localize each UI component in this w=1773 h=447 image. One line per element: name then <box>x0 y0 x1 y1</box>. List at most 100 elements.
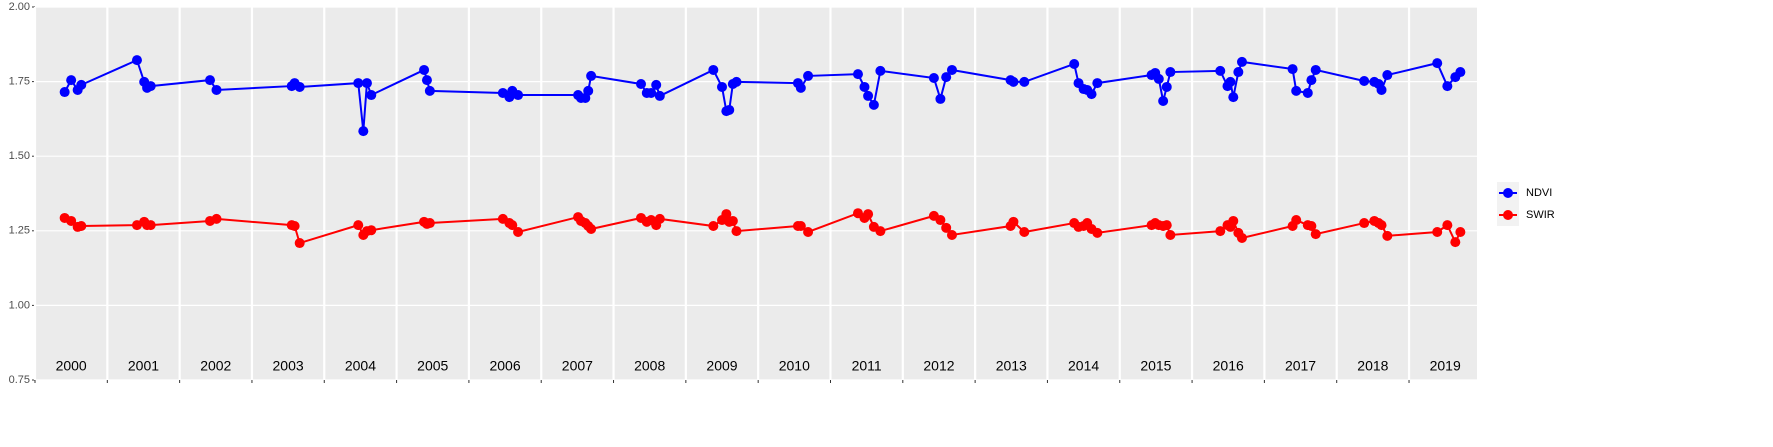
year-label: 2012 <box>923 358 954 374</box>
point <box>1306 221 1317 232</box>
point <box>1165 229 1176 240</box>
point <box>803 226 814 237</box>
point <box>1442 220 1453 231</box>
point <box>421 75 432 86</box>
point <box>586 224 597 235</box>
point <box>1306 75 1317 86</box>
point <box>654 90 665 101</box>
legend-label: NDVI <box>1526 187 1552 199</box>
year-label: 2011 <box>852 358 882 374</box>
point <box>636 78 647 89</box>
point <box>1310 229 1321 240</box>
point <box>875 65 886 76</box>
year-label: 2000 <box>56 358 87 374</box>
year-label: 2015 <box>1140 358 1171 374</box>
point <box>513 226 524 237</box>
y-tick-label: 1.00 <box>9 299 30 311</box>
point <box>353 78 364 89</box>
point <box>507 220 518 231</box>
year-label: 2014 <box>1068 358 1099 374</box>
point <box>1086 89 1097 100</box>
point <box>941 222 952 233</box>
point <box>76 79 87 90</box>
point <box>1233 67 1244 78</box>
legend-key-point <box>1503 188 1513 198</box>
point <box>1092 78 1103 89</box>
point <box>1228 92 1239 103</box>
point <box>1287 64 1298 75</box>
point <box>935 215 946 226</box>
y-tick-label: 2.00 <box>9 1 30 13</box>
y-tick-label: 1.25 <box>9 225 30 237</box>
point <box>353 220 364 231</box>
point <box>1158 95 1169 106</box>
year-label: 2009 <box>706 358 737 374</box>
point <box>646 87 657 98</box>
point <box>928 73 939 84</box>
point <box>935 93 946 104</box>
point <box>868 99 879 110</box>
point <box>795 221 806 232</box>
point <box>1019 76 1030 87</box>
point <box>1069 58 1080 69</box>
point <box>1376 220 1387 231</box>
point <box>863 209 874 220</box>
point <box>419 64 430 75</box>
y-tick-label: 0.75 <box>9 374 30 386</box>
point <box>946 229 957 240</box>
point <box>66 215 77 226</box>
point <box>366 225 377 236</box>
year-label: 2007 <box>562 358 593 374</box>
year-label: 2016 <box>1213 358 1244 374</box>
point <box>1019 226 1030 237</box>
point <box>145 220 156 231</box>
legend-key-point <box>1503 210 1513 220</box>
point <box>717 81 728 92</box>
year-label: 2018 <box>1357 358 1388 374</box>
point <box>1008 216 1019 227</box>
point <box>1291 215 1302 226</box>
point <box>1161 220 1172 231</box>
point <box>1432 58 1443 69</box>
point <box>1382 230 1393 241</box>
year-label: 2005 <box>417 358 448 374</box>
point <box>1228 215 1239 226</box>
point <box>795 82 806 93</box>
point <box>424 218 435 229</box>
point <box>289 221 300 232</box>
point <box>1359 76 1370 87</box>
year-label: 2001 <box>128 358 159 374</box>
point <box>361 78 372 89</box>
point <box>727 215 738 226</box>
point <box>583 85 594 96</box>
point <box>946 64 957 75</box>
point <box>205 75 216 86</box>
point <box>1450 237 1461 248</box>
point <box>875 226 886 237</box>
point <box>852 69 863 80</box>
year-label: 2003 <box>273 358 304 374</box>
point <box>731 76 742 87</box>
point <box>424 85 435 96</box>
point <box>859 81 870 92</box>
year-label: 2004 <box>345 358 376 374</box>
point <box>941 72 952 83</box>
point <box>1153 73 1164 84</box>
point <box>1236 232 1247 243</box>
point <box>294 81 305 92</box>
point <box>513 90 524 101</box>
point <box>66 75 77 86</box>
year-label: 2006 <box>489 358 520 374</box>
year-label: 2010 <box>779 358 810 374</box>
point <box>586 70 597 81</box>
year-label: 2019 <box>1430 358 1461 374</box>
point <box>651 79 662 90</box>
point <box>1161 81 1172 92</box>
point <box>1359 218 1370 229</box>
point <box>211 213 222 224</box>
point <box>294 238 305 249</box>
point <box>1455 226 1466 237</box>
point <box>1310 64 1321 75</box>
